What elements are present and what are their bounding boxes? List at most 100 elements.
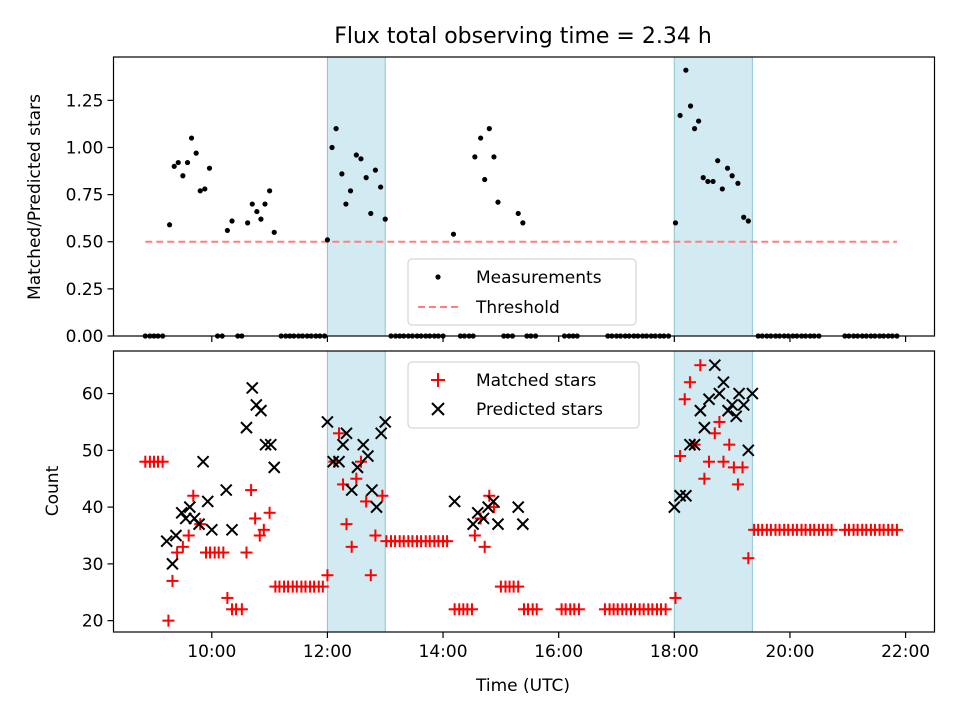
count-y-axis-label: Count — [43, 465, 63, 516]
x-tick-label: 22:00 — [881, 642, 930, 662]
measurement-point — [495, 199, 501, 205]
y-tick-label: 1.25 — [66, 91, 104, 111]
predicted-star-points — [160, 358, 759, 571]
predicted-star-point — [336, 438, 350, 451]
predicted-star-point — [477, 512, 490, 525]
count-shaded-intervals — [326, 350, 753, 633]
predicted-star-point — [264, 438, 277, 451]
matched-star-point — [890, 523, 903, 536]
measurement-point — [450, 231, 457, 237]
measurement-point — [245, 220, 251, 226]
count-y-ticks: 20 30 40 50 60 — [82, 385, 114, 632]
measurement-point — [705, 178, 711, 185]
predicted-star-point — [491, 517, 505, 531]
measurement-point — [343, 201, 349, 207]
matched-star-point — [717, 455, 730, 468]
count-legend-frame — [407, 361, 640, 429]
measurement-point — [193, 150, 199, 156]
ratio-x-ticks — [211, 336, 907, 342]
measurement-point — [735, 180, 741, 186]
count-legend: Matched stars Predicted stars — [407, 361, 640, 429]
matched-star-point — [465, 603, 478, 616]
matched-star-point — [340, 518, 353, 531]
predicted-star-point — [679, 489, 693, 502]
x-axis-label: Time (UTC) — [475, 676, 570, 696]
measurement-point — [691, 126, 698, 132]
matched-star-point — [156, 455, 169, 468]
matched-star-point — [683, 376, 696, 389]
predicted-star-point — [254, 404, 268, 417]
measurement-point — [171, 163, 177, 169]
x-tick-label: 16:00 — [534, 642, 583, 662]
predicted-star-point — [516, 517, 530, 531]
measurement-point — [715, 158, 721, 164]
predicted-star-point — [332, 455, 346, 468]
measurement-point — [329, 144, 335, 151]
matched-star-point — [176, 540, 189, 553]
predicted-star-point — [737, 398, 750, 412]
measurement-point — [368, 210, 374, 217]
predicted-star-point — [351, 461, 364, 474]
matched-star-point — [360, 495, 373, 508]
matched-star-point — [698, 472, 711, 485]
predicted-star-point — [183, 500, 197, 514]
chart-title: Flux total observing time = 2.34 h — [334, 24, 712, 49]
matched-star-point — [162, 614, 175, 627]
legend-predicted-label: Predicted stars — [476, 400, 603, 420]
matched-star-point — [369, 529, 382, 542]
predicted-star-point — [668, 500, 681, 514]
predicted-star-point — [702, 393, 716, 406]
predicted-star-point — [365, 483, 379, 497]
measurement-point — [741, 214, 747, 220]
predicted-star-point — [259, 438, 272, 451]
measurement-point — [229, 218, 235, 224]
matched-star-point — [217, 546, 230, 559]
legend-measurement-marker — [435, 274, 441, 280]
measurement-point — [491, 154, 497, 160]
measurement-point — [677, 112, 683, 119]
matched-star-point — [674, 450, 687, 463]
measurement-point — [254, 208, 260, 215]
measurement-point — [687, 103, 694, 109]
predicted-star-point — [721, 404, 735, 417]
measurement-point — [347, 188, 354, 194]
predicted-star-point — [742, 444, 755, 457]
predicted-star-point — [340, 427, 353, 440]
measurement-point — [175, 159, 181, 166]
matched-star-point — [713, 415, 726, 428]
matched-star-point — [249, 512, 262, 525]
predicted-star-point — [732, 387, 746, 400]
y-tick-label: 20 — [82, 612, 104, 632]
matched-star-point — [478, 540, 491, 553]
matched-star-point — [441, 535, 454, 548]
predicted-star-point — [725, 398, 739, 412]
predicted-star-point — [357, 438, 370, 451]
ratio-panel: 0.00 0.25 0.50 0.75 1.00 1.25 Matched/Predict… — [25, 56, 936, 347]
matched-star-point — [235, 603, 248, 616]
y-tick-label: 0.25 — [66, 280, 104, 300]
predicted-star-point — [205, 523, 218, 537]
measurement-point — [202, 186, 208, 192]
predicted-star-point — [192, 517, 206, 531]
matched-star-point — [483, 489, 496, 502]
matched-star-point — [731, 478, 744, 491]
matched-star-point — [512, 580, 525, 593]
count-axes-frame — [112, 350, 936, 633]
predicted-star-point — [169, 529, 183, 542]
predicted-star-point — [729, 410, 743, 423]
measurement-point — [729, 173, 735, 179]
matched-star-point — [708, 427, 721, 440]
x-tick-label: 20:00 — [765, 642, 814, 662]
matched-star-point — [376, 489, 389, 502]
matched-star-point — [257, 523, 270, 536]
measurement-point — [333, 126, 339, 132]
predicted-star-point — [166, 557, 179, 571]
measurement-point — [719, 186, 725, 192]
y-tick-label: 50 — [82, 441, 104, 461]
matched-star-point — [321, 569, 334, 582]
legend-matched-marker — [431, 373, 445, 387]
measurement-point — [267, 188, 273, 194]
predicted-star-point — [512, 500, 525, 514]
measurement-point — [700, 175, 706, 181]
